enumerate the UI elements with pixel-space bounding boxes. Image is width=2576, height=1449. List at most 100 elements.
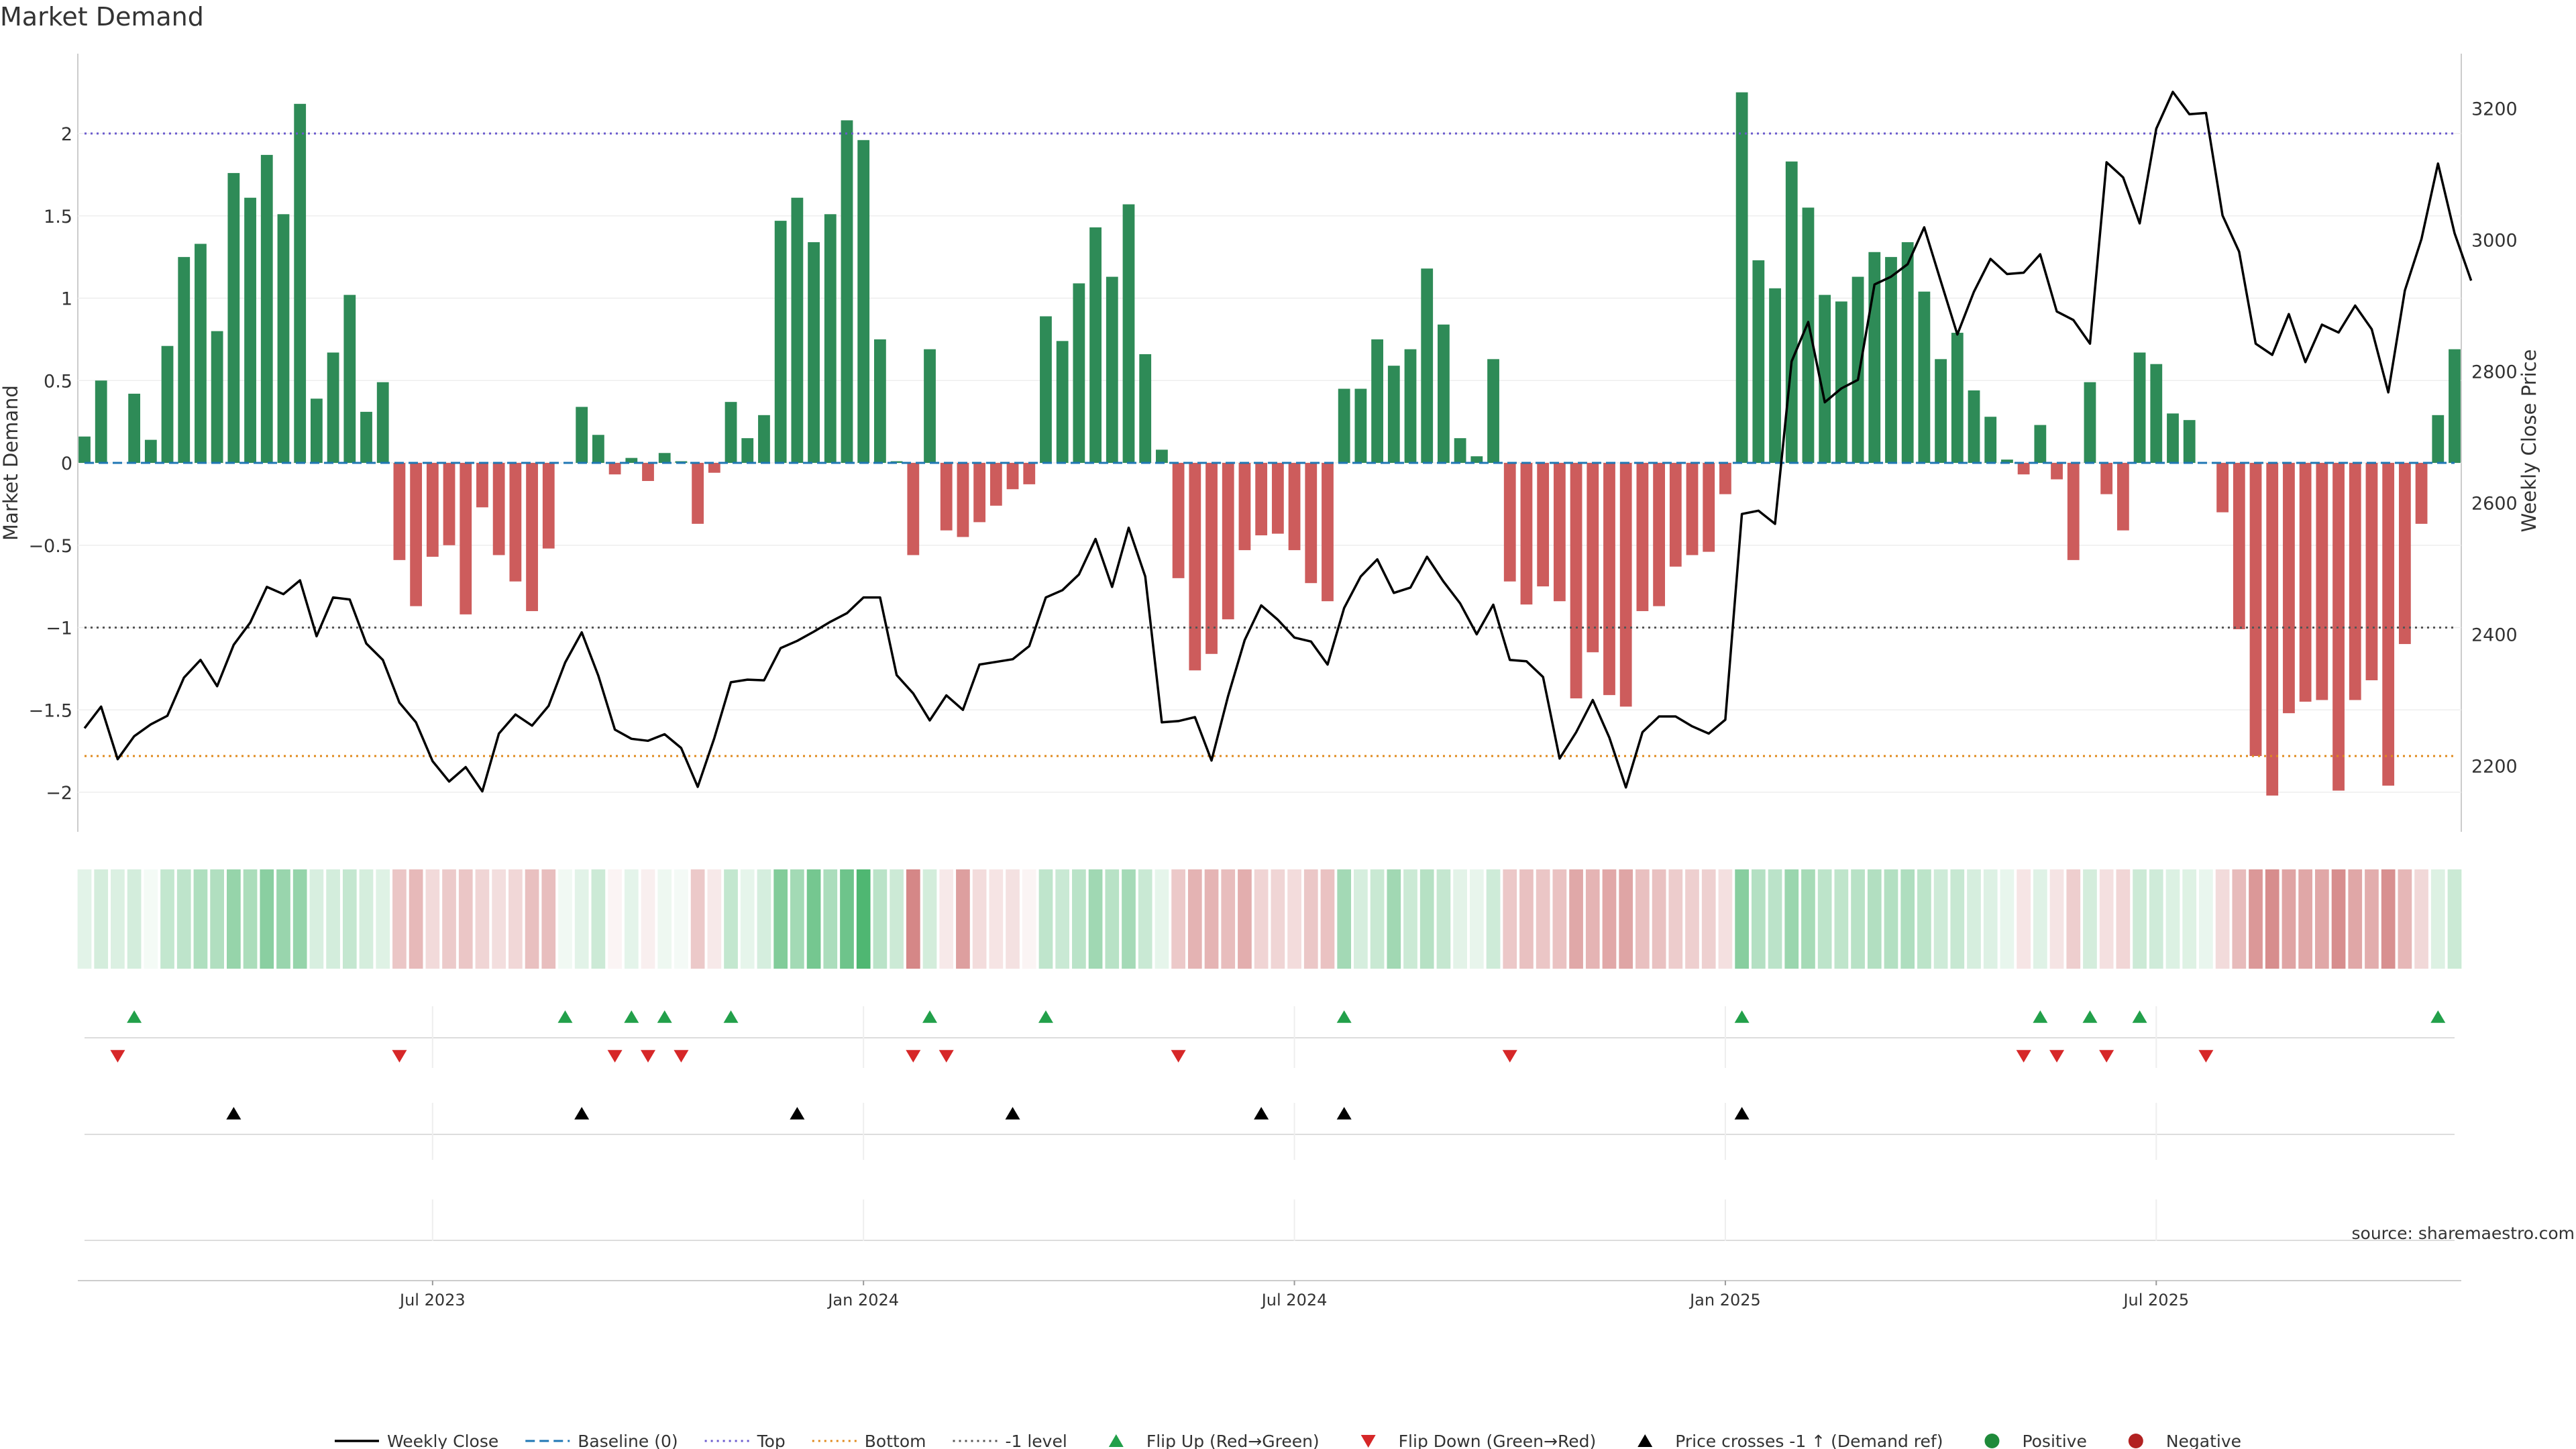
demand-bar	[195, 244, 207, 463]
heat-cell	[144, 869, 158, 969]
heat-cell	[111, 869, 125, 969]
demand-bar	[128, 393, 141, 463]
flip-down-marker	[2049, 1050, 2065, 1063]
demand-bar	[1470, 456, 1483, 463]
demand-bar	[426, 463, 439, 557]
demand-bar	[1404, 349, 1417, 463]
demand-bar	[1222, 463, 1234, 620]
demand-bar	[327, 352, 339, 463]
demand-bar	[1636, 463, 1649, 611]
heat-cell	[227, 869, 241, 969]
demand-bar	[1918, 291, 1931, 463]
heat-cell	[1155, 869, 1169, 969]
heat-cell	[757, 869, 771, 969]
heat-cell	[2033, 869, 2047, 969]
demand-bar	[940, 463, 953, 531]
heat-cell	[657, 869, 672, 969]
heat-cell	[309, 869, 324, 969]
heat-cell	[574, 869, 589, 969]
heat-cell	[1569, 869, 1583, 969]
heat-cell	[2265, 869, 2279, 969]
demand-bar	[1271, 463, 1284, 534]
heat-cell	[641, 869, 655, 969]
demand-bar	[277, 214, 290, 463]
heat-cell	[2099, 869, 2114, 969]
demand-bar	[144, 439, 157, 463]
demand-bar	[178, 257, 191, 463]
heat-cell	[1271, 869, 1285, 969]
legend: Weekly Close Baseline (0) Top Bottom -1 leve…	[334, 1432, 2241, 1449]
heat-cell	[608, 869, 622, 969]
heat-cell	[1370, 869, 1385, 969]
heat-cell	[1701, 869, 1716, 969]
demand-bar	[509, 463, 522, 582]
demand-bar	[1819, 294, 1831, 463]
demand-bar	[1603, 463, 1615, 696]
demand-bar	[1387, 366, 1400, 463]
heat-cell	[1072, 869, 1086, 969]
heat-cell	[193, 869, 208, 969]
y2-tick-label: 2600	[2471, 494, 2518, 515]
heat-cell	[160, 869, 174, 969]
heat-cell	[276, 869, 290, 969]
heat-cell	[2215, 869, 2230, 969]
demand-bar	[1885, 257, 1897, 463]
heat-cell	[2133, 869, 2147, 969]
heat-cell	[508, 869, 523, 969]
demand-bar	[1735, 92, 1748, 463]
demand-bar	[973, 463, 986, 523]
heat-cell	[939, 869, 954, 969]
demand-bar	[1040, 316, 1052, 463]
demand-bar	[1255, 463, 1268, 536]
heat-cell	[2348, 869, 2363, 969]
demand-bar	[1520, 463, 1533, 605]
y-tick-label: 1	[61, 289, 72, 310]
heat-cell	[1122, 869, 1136, 969]
demand-bar	[526, 463, 538, 611]
demand-bar	[78, 436, 91, 463]
heat-cell	[342, 869, 357, 969]
x-tick-label: Jul 2023	[398, 1291, 466, 1309]
demand-bar	[2001, 460, 2013, 463]
heat-cell	[1503, 869, 1517, 969]
heat-cell	[1619, 869, 1633, 969]
flip-down-marker	[1502, 1050, 1517, 1063]
demand-bar	[1305, 463, 1318, 584]
demand-bar	[260, 154, 273, 464]
heat-cell	[1751, 869, 1766, 969]
heat-cell	[1022, 869, 1036, 969]
heat-cell	[2381, 869, 2396, 969]
heat-cell	[176, 869, 191, 969]
flip-up-marker	[657, 1010, 672, 1023]
demand-bar	[1454, 438, 1466, 463]
heat-cell	[972, 869, 987, 969]
demand-bar	[989, 463, 1002, 506]
heat-cell	[2182, 869, 2197, 969]
demand-bar	[2432, 415, 2445, 463]
heat-cell	[1834, 869, 1849, 969]
heat-cell	[409, 869, 423, 969]
heat-cell	[674, 869, 688, 969]
heat-cell	[359, 869, 374, 969]
demand-bar	[1438, 324, 1450, 463]
heat-cell	[127, 869, 142, 969]
heat-cell	[989, 869, 1004, 969]
demand-bar	[1288, 463, 1301, 551]
flip-up-marker	[557, 1010, 573, 1023]
heat-cell	[1320, 869, 1335, 969]
demand-bar	[1056, 341, 1069, 463]
legend-label: Top	[757, 1432, 786, 1449]
heat-cell	[1950, 869, 1965, 969]
heat-cell	[392, 869, 407, 969]
heat-cell	[1917, 869, 1931, 969]
demand-bar	[2133, 352, 2146, 463]
heat-cell	[2298, 869, 2312, 969]
heat-cell	[1884, 869, 1898, 969]
demand-bar	[1371, 339, 1383, 463]
x-tick-label: Jan 2025	[1688, 1291, 1761, 1309]
demand-bar	[1487, 359, 1499, 463]
heat-cell	[1668, 869, 1683, 969]
heat-cell	[690, 869, 705, 969]
legend-label: Baseline (0)	[578, 1432, 678, 1449]
legend-label: Negative	[2166, 1432, 2241, 1449]
